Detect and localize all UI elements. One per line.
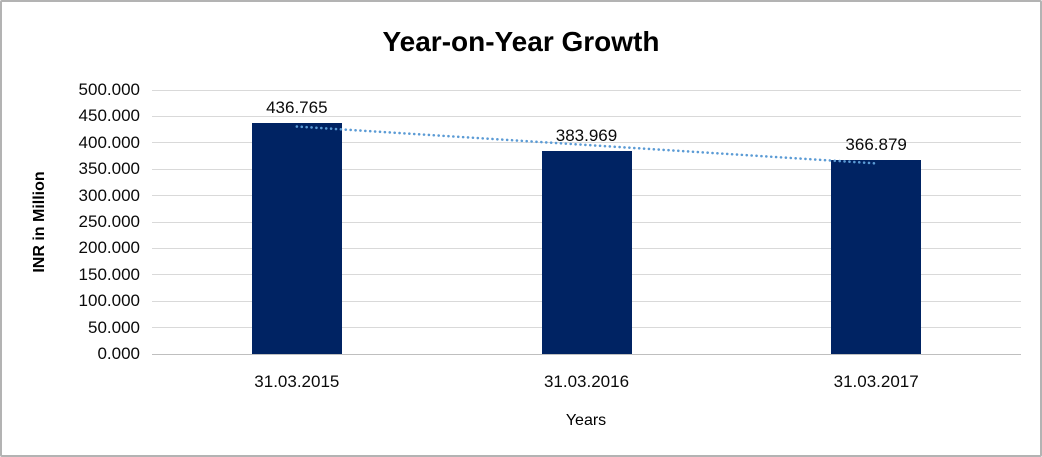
- bar-value-label: 366.879: [845, 135, 907, 155]
- bar-value-label: 383.969: [555, 126, 618, 146]
- bar: [541, 151, 632, 354]
- x-axis-line: [152, 353, 1021, 355]
- y-tick-label: 150.000: [78, 264, 140, 284]
- y-tick-label: 500.000: [78, 80, 140, 99]
- x-tick-label: 31.03.2015: [254, 372, 340, 391]
- chart-title: Year-on-Year Growth: [382, 26, 660, 57]
- x-tick-label: 31.03.2017: [833, 372, 919, 391]
- bar: [831, 160, 922, 354]
- y-tick-label: 200.000: [78, 238, 140, 258]
- x-axis-title: Years: [565, 412, 607, 429]
- y-tick-label: 300.000: [78, 185, 140, 205]
- y-tick-label: 50.000: [88, 317, 140, 337]
- y-tick-label: 250.000: [78, 212, 140, 231]
- y-tick-label: 350.000: [78, 159, 140, 179]
- bar-value-label: 436.765: [266, 98, 328, 118]
- y-tick-label: 450.000: [78, 106, 140, 126]
- x-tick-label: 31.03.2016: [543, 372, 630, 391]
- y-tick-label: 400.000: [78, 132, 140, 152]
- y-tick-label: 100.000: [78, 291, 140, 311]
- bar: [251, 123, 342, 354]
- y-gridline: [152, 115, 1021, 117]
- y-gridline: [152, 89, 1021, 91]
- y-tick-label: 0.000: [97, 344, 140, 363]
